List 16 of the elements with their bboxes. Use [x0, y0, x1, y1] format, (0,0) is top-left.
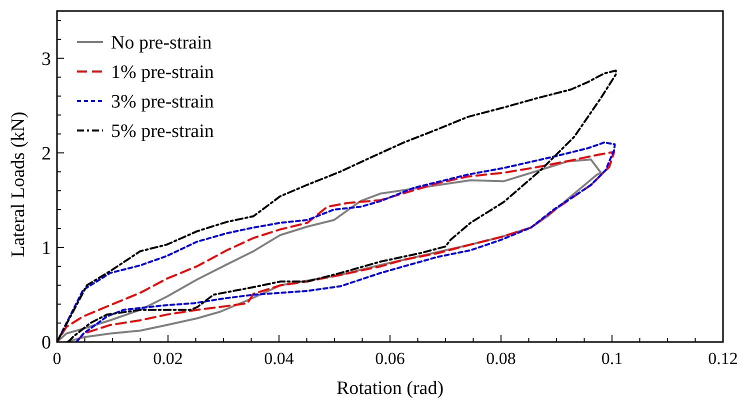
x-tick-label: 0.08 [486, 349, 516, 368]
y-tick-label: 1 [42, 238, 51, 260]
x-tick-label: 0.04 [264, 349, 294, 368]
y-tick-label: 3 [42, 48, 51, 70]
x-tick-label: 0.1 [601, 349, 623, 368]
legend-label: 5% pre-strain [111, 121, 214, 142]
legend-label: 1% pre-strain [111, 62, 214, 84]
legend-label: No pre-strain [111, 32, 212, 54]
x-tick-label: 0.02 [153, 349, 183, 368]
x-tick-label: 0.06 [375, 349, 405, 368]
legend-label: 3% pre-strain [111, 92, 214, 113]
y-axis-title: Lateral Loads (kN) [8, 112, 29, 258]
y-tick-label: 2 [42, 144, 51, 165]
x-axis-title: Rotation (rad) [336, 378, 444, 399]
x-tick-label: 0.12 [708, 349, 738, 368]
y-tick-label: 0 [42, 332, 51, 354]
